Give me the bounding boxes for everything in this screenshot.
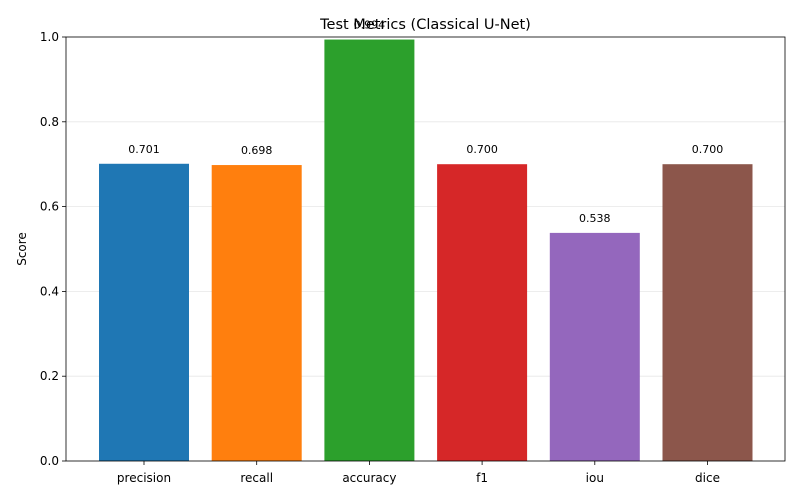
bar-recall xyxy=(211,165,302,461)
data-label-iou: 0.538 xyxy=(579,212,611,225)
y-tick-label: 0.6 xyxy=(40,200,59,214)
x-tick-label-iou: iou xyxy=(586,471,604,485)
y-tick-label: 1.0 xyxy=(40,30,59,44)
x-tick-label-recall: recall xyxy=(240,471,273,485)
axes-frame xyxy=(65,36,786,462)
x-tick-label-precision: precision xyxy=(117,471,171,485)
bars xyxy=(99,39,753,461)
y-tick-label: 0.8 xyxy=(40,115,59,129)
x-tick-label-dice: dice xyxy=(695,471,720,485)
y-tick-label: 0.0 xyxy=(40,454,59,468)
y-axis-ticks: 0.0 0.2 0.4 0.6 0.8 1.0 xyxy=(40,30,66,468)
chart-title: Test Metrics (Classical U-Net) xyxy=(319,17,531,33)
y-tick-label: 0.4 xyxy=(40,284,59,298)
bar-f1 xyxy=(437,164,528,461)
data-label-precision: 0.701 xyxy=(128,143,160,156)
data-label-dice: 0.700 xyxy=(692,143,724,156)
bar-iou xyxy=(549,232,640,461)
x-tick-label-f1: f1 xyxy=(476,471,488,485)
data-labels: 0.701 0.698 0.994 0.700 0.538 0.700 xyxy=(128,19,723,225)
x-tick-label-accuracy: accuracy xyxy=(342,471,396,485)
y-tick-label: 0.2 xyxy=(40,369,59,383)
bar-accuracy xyxy=(324,39,415,461)
y-axis-label: Score xyxy=(15,232,29,266)
data-label-accuracy: 0.994 xyxy=(354,19,386,32)
x-axis-ticks: precision recall accuracy f1 iou dice xyxy=(117,461,720,485)
bar-precision xyxy=(99,163,189,461)
data-label-recall: 0.698 xyxy=(241,144,273,157)
bar-dice xyxy=(662,164,753,461)
data-label-f1: 0.700 xyxy=(466,143,498,156)
